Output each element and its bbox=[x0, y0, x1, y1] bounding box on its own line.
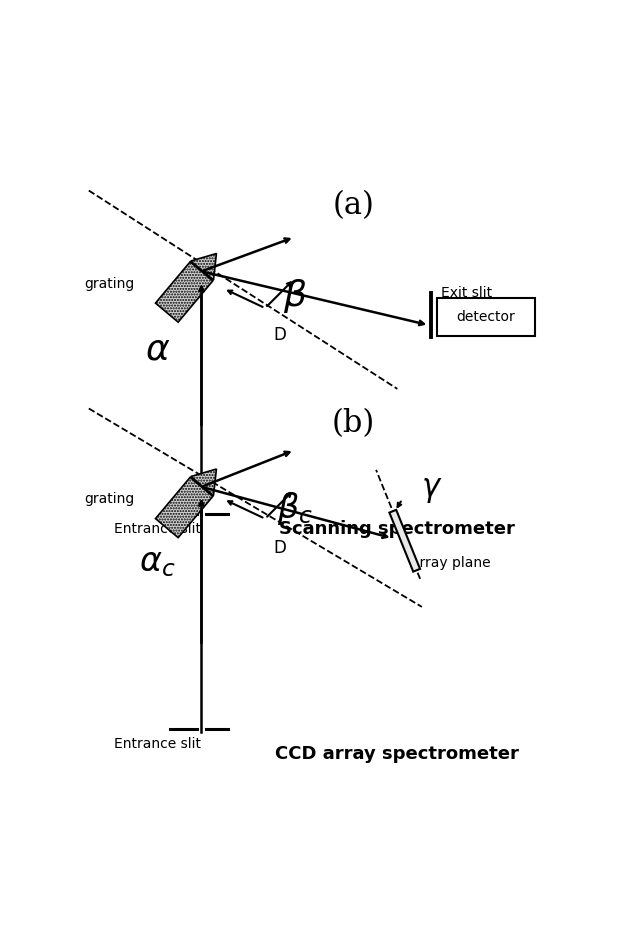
Text: (a): (a) bbox=[332, 190, 374, 221]
Polygon shape bbox=[191, 253, 216, 280]
Text: Exit slit: Exit slit bbox=[442, 286, 492, 300]
Text: Scanning spectrometer: Scanning spectrometer bbox=[279, 520, 515, 538]
FancyBboxPatch shape bbox=[437, 298, 535, 336]
Text: (b): (b) bbox=[332, 408, 375, 439]
Polygon shape bbox=[155, 262, 213, 323]
Polygon shape bbox=[155, 478, 213, 538]
Text: D: D bbox=[274, 539, 286, 557]
Text: grating: grating bbox=[84, 277, 134, 291]
Text: D: D bbox=[274, 326, 286, 344]
Text: Entrance slit: Entrance slit bbox=[114, 522, 201, 536]
Text: Array plane: Array plane bbox=[410, 555, 490, 569]
Text: $\alpha$: $\alpha$ bbox=[145, 333, 170, 367]
Text: $\gamma$: $\gamma$ bbox=[421, 474, 442, 505]
Text: grating: grating bbox=[84, 492, 134, 506]
Polygon shape bbox=[389, 510, 420, 571]
Text: $\alpha_c$: $\alpha_c$ bbox=[139, 547, 176, 579]
Text: Entrance slit: Entrance slit bbox=[114, 737, 201, 751]
Text: detector: detector bbox=[456, 309, 515, 324]
Text: $\beta$: $\beta$ bbox=[283, 277, 307, 315]
Text: $\beta_c$: $\beta_c$ bbox=[277, 491, 312, 527]
Polygon shape bbox=[191, 469, 216, 496]
Text: CCD array spectrometer: CCD array spectrometer bbox=[276, 745, 520, 763]
